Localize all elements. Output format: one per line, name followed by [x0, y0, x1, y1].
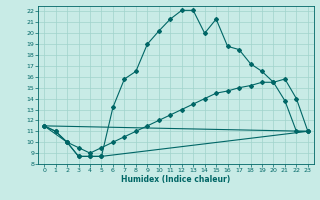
- X-axis label: Humidex (Indice chaleur): Humidex (Indice chaleur): [121, 175, 231, 184]
